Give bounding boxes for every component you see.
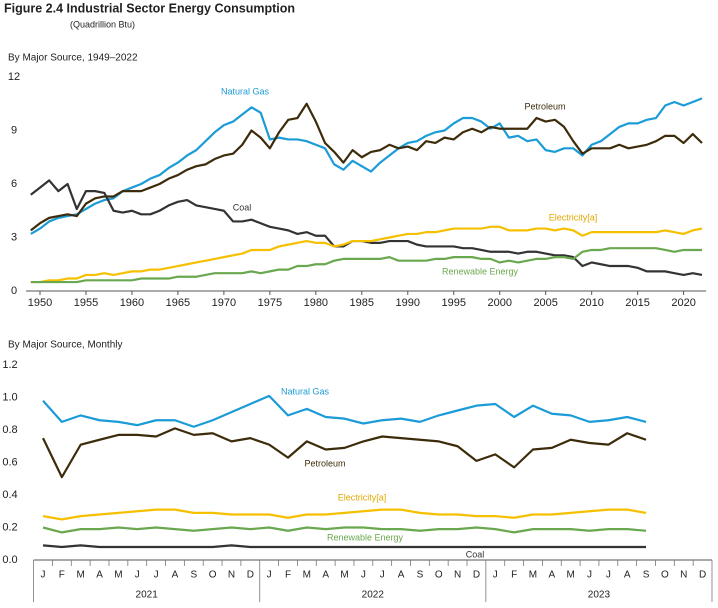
x-tick-label: M bbox=[566, 570, 574, 581]
series-line bbox=[42, 427, 647, 479]
x-tick-label: 1995 bbox=[442, 297, 466, 309]
y-tick-label: 0.0 bbox=[2, 554, 17, 566]
x-tick-label: 1950 bbox=[28, 297, 52, 309]
x-tick-label: J bbox=[361, 570, 366, 581]
x-tick-label: A bbox=[96, 570, 103, 581]
x-tick-label: F bbox=[285, 570, 291, 581]
series-line bbox=[30, 97, 703, 235]
year-label: 2022 bbox=[362, 590, 385, 601]
x-tick-label: M bbox=[303, 570, 311, 581]
series-label: Petroleum bbox=[304, 458, 345, 468]
x-tick-label: 2020 bbox=[671, 297, 695, 309]
x-tick-label: J bbox=[493, 570, 498, 581]
series-line bbox=[42, 544, 647, 549]
x-tick-label: N bbox=[680, 570, 687, 581]
x-tick-label: D bbox=[699, 570, 706, 581]
x-tick-label: 2010 bbox=[579, 297, 603, 309]
x-tick-label: 1955 bbox=[74, 297, 98, 309]
series-label: Natural Gas bbox=[221, 86, 270, 96]
x-tick-label: A bbox=[322, 570, 329, 581]
x-tick-label: O bbox=[209, 570, 217, 581]
series-label: Electricity[a] bbox=[549, 212, 598, 222]
x-tick-label: S bbox=[643, 570, 650, 581]
figure-subtitle: (Quadrillion Btu) bbox=[70, 19, 135, 29]
y-tick-label: 1.0 bbox=[2, 391, 17, 403]
y-tick-label: 0.8 bbox=[2, 424, 17, 436]
series-line bbox=[42, 508, 647, 521]
series-line bbox=[42, 526, 647, 534]
series-label: Natural Gas bbox=[281, 386, 330, 396]
x-tick-label: A bbox=[398, 570, 405, 581]
series-label: Coal bbox=[233, 202, 252, 212]
figure-title: Figure 2.4 Industrial Sector Energy Cons… bbox=[4, 1, 295, 15]
x-tick-label: J bbox=[154, 570, 159, 581]
x-tick-label: J bbox=[606, 570, 611, 581]
series-line bbox=[42, 394, 647, 428]
x-tick-label: J bbox=[135, 570, 140, 581]
x-tick-label: D bbox=[247, 570, 254, 581]
x-tick-label: A bbox=[624, 570, 631, 581]
x-tick-label: J bbox=[587, 570, 592, 581]
y-tick-label: 6 bbox=[11, 178, 17, 190]
series-label: Renewable Energy bbox=[327, 532, 404, 542]
x-tick-label: 1975 bbox=[258, 297, 282, 309]
x-tick-label: J bbox=[41, 570, 46, 581]
x-tick-label: A bbox=[548, 570, 555, 581]
year-label: 2021 bbox=[136, 590, 159, 601]
panel-title: By Major Source, 1949–2022 bbox=[8, 53, 138, 64]
y-tick-label: 3 bbox=[11, 231, 17, 243]
x-tick-label: 1990 bbox=[396, 297, 420, 309]
x-tick-label: M bbox=[77, 570, 85, 581]
series-label: Electricity[a] bbox=[338, 492, 387, 502]
y-tick-label: 1.2 bbox=[2, 359, 17, 371]
x-tick-label: A bbox=[172, 570, 179, 581]
x-tick-label: M bbox=[114, 570, 122, 581]
y-tick-label: 9 bbox=[11, 124, 17, 136]
y-tick-label: 0.6 bbox=[2, 456, 17, 468]
x-tick-label: S bbox=[417, 570, 424, 581]
x-tick-label: M bbox=[340, 570, 348, 581]
x-tick-label: O bbox=[435, 570, 443, 581]
x-tick-label: F bbox=[59, 570, 65, 581]
x-tick-label: 1980 bbox=[304, 297, 328, 309]
x-tick-label: 1965 bbox=[166, 297, 190, 309]
x-tick-label: 2015 bbox=[625, 297, 649, 309]
panel-title: By Major Source, Monthly bbox=[8, 340, 123, 351]
year-label: 2023 bbox=[588, 590, 611, 601]
x-tick-label: 1985 bbox=[350, 297, 374, 309]
x-tick-label: N bbox=[228, 570, 235, 581]
x-tick-label: 1960 bbox=[120, 297, 144, 309]
x-tick-label: D bbox=[473, 570, 480, 581]
series-line bbox=[30, 102, 703, 232]
y-tick-label: 0 bbox=[11, 285, 17, 297]
y-tick-label: 0.2 bbox=[2, 521, 17, 533]
y-tick-label: 12 bbox=[8, 71, 20, 83]
series-label: Coal bbox=[466, 549, 485, 559]
series-line bbox=[30, 247, 702, 284]
x-tick-label: J bbox=[380, 570, 385, 581]
x-tick-label: 2000 bbox=[487, 297, 511, 309]
y-tick-label: 0.4 bbox=[2, 489, 17, 501]
x-tick-label: J bbox=[267, 570, 272, 581]
x-tick-label: 1970 bbox=[212, 297, 236, 309]
x-tick-label: S bbox=[190, 570, 197, 581]
series-label: Petroleum bbox=[524, 101, 565, 111]
x-tick-label: M bbox=[529, 570, 537, 581]
x-tick-label: F bbox=[511, 570, 517, 581]
x-tick-label: N bbox=[454, 570, 461, 581]
series-label: Renewable Energy bbox=[442, 266, 519, 276]
series-line bbox=[30, 225, 703, 284]
series-line bbox=[30, 179, 703, 277]
x-tick-label: 2005 bbox=[533, 297, 557, 309]
x-tick-label: O bbox=[661, 570, 669, 581]
